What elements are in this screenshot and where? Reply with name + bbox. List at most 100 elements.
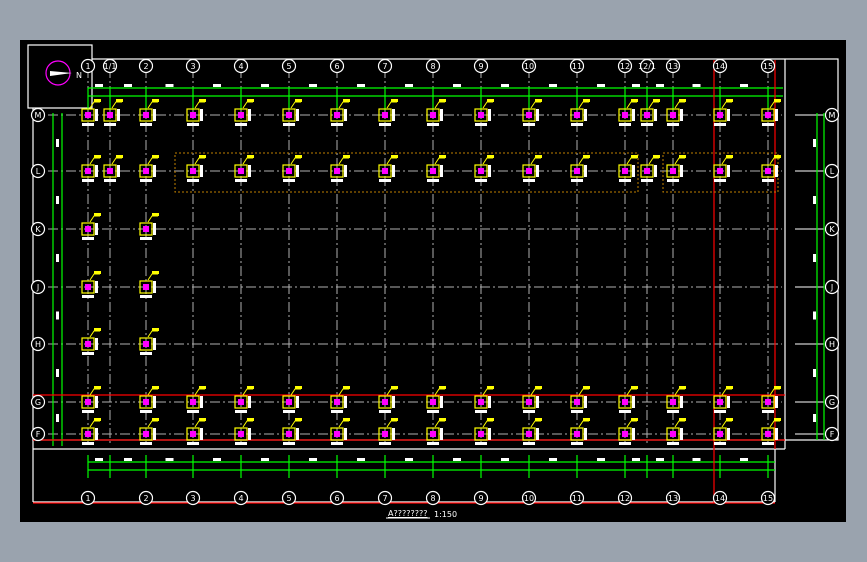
axis-bubble-bottom-label: 5: [286, 494, 291, 503]
column-tag: [679, 99, 686, 102]
axis-bubble-right-label: J: [830, 283, 833, 292]
column-rebar: [574, 112, 580, 118]
column-leader: [89, 273, 100, 281]
column-symbol: [330, 386, 350, 413]
dimension-text: [56, 414, 59, 422]
column-rebar: [717, 168, 723, 174]
dimension-text: [740, 84, 748, 87]
dimension-text: [813, 139, 816, 147]
column-detail-text: [296, 109, 299, 121]
column-leader: [386, 157, 397, 165]
axis-bubble-bottom: 8: [425, 490, 441, 506]
column-detail-text: [140, 295, 152, 298]
column-leader: [89, 420, 100, 428]
dimension-text: [56, 139, 59, 147]
column-detail-text: [140, 442, 152, 445]
column-symbol: [618, 99, 638, 126]
column-tag: [653, 155, 660, 158]
dimension-text: [95, 84, 103, 87]
column-outline: [474, 108, 488, 122]
column-tag: [439, 155, 446, 158]
column-outline: [378, 395, 392, 409]
column-detail-text: [140, 179, 152, 182]
column-detail-text: [140, 237, 152, 240]
column-detail-text: [248, 109, 251, 121]
column-rebar: [574, 168, 580, 174]
axis-bubble-left-label: K: [35, 225, 41, 234]
dimension-text: [124, 458, 132, 461]
axis-bubble-top: 6: [329, 58, 345, 74]
axis-bubble-right-circle: [824, 107, 840, 123]
column-detail-text: [379, 179, 391, 182]
axis-bubble-right: J: [824, 279, 840, 295]
column-outline: [234, 164, 248, 178]
axis-bubble-left-label: J: [36, 283, 39, 292]
axis-bubble-bottom-circle: [80, 490, 96, 506]
column-outline: [139, 222, 153, 236]
column-leader: [147, 273, 158, 281]
dimension-text: [453, 458, 461, 461]
column-outline: [81, 337, 95, 351]
column-detail-text: [153, 109, 156, 121]
column-detail-text: [344, 109, 347, 121]
column-symbol: [186, 99, 206, 126]
column-leader: [147, 420, 158, 428]
dimension-text: [740, 458, 748, 461]
column-rebar: [765, 431, 771, 437]
axis-bubble-bottom-circle: [185, 490, 201, 506]
column-leader: [578, 101, 589, 109]
column-rebar: [622, 431, 628, 437]
column-rebar: [526, 168, 532, 174]
column-detail-text: [571, 410, 583, 413]
dimension-text: [813, 414, 816, 422]
column-tag: [631, 155, 638, 158]
axis-bubble-top: 12: [617, 58, 633, 74]
column-tag: [152, 386, 159, 389]
column-symbol: [81, 213, 101, 240]
column-outline: [666, 108, 680, 122]
column-rebar: [190, 399, 196, 405]
column-leader: [242, 157, 253, 165]
axis-bubble-top-circle: [617, 58, 633, 74]
column-detail-text: [641, 123, 653, 126]
column-outline: [234, 395, 248, 409]
column-rebar: [85, 226, 91, 232]
column-tag: [199, 386, 206, 389]
column-detail-text: [584, 396, 587, 408]
axis-bubble-top: 10: [521, 58, 537, 74]
column-leader: [89, 157, 100, 165]
column-symbol: [139, 328, 159, 355]
column-rebar: [190, 168, 196, 174]
column-detail-text: [632, 428, 635, 440]
column-symbol: [139, 386, 159, 413]
column-group-outline: [174, 152, 639, 193]
column-tag: [94, 418, 101, 421]
column-tag: [295, 418, 302, 421]
column-rebar: [286, 168, 292, 174]
column-tag: [726, 99, 733, 102]
column-symbol: [234, 155, 254, 182]
column-leader: [626, 388, 637, 396]
column-rebar: [143, 341, 149, 347]
north-arrow-box: [27, 44, 93, 109]
axis-bubble-top-circle: [185, 58, 201, 74]
column-symbol: [426, 386, 446, 413]
axis-bubble-left-circle: [30, 279, 46, 295]
axis-bubble-right-circle: [824, 394, 840, 410]
column-detail-text: [727, 165, 730, 177]
column-outline: [426, 108, 440, 122]
axis-bubble-left: J: [30, 279, 46, 295]
column-outline: [570, 164, 584, 178]
column-symbol: [330, 418, 350, 445]
column-outline: [378, 427, 392, 441]
axis-bubble-bottom-circle: [473, 490, 489, 506]
column-rebar: [478, 431, 484, 437]
axis-bubble-top: 1/1: [102, 58, 118, 74]
column-symbol: [666, 155, 686, 182]
column-symbol: [426, 418, 446, 445]
axis-bubble-bottom-label: 6: [334, 494, 339, 503]
column-rebar: [644, 168, 650, 174]
column-outline: [761, 164, 775, 178]
column-tag: [583, 155, 590, 158]
column-tag: [94, 386, 101, 389]
